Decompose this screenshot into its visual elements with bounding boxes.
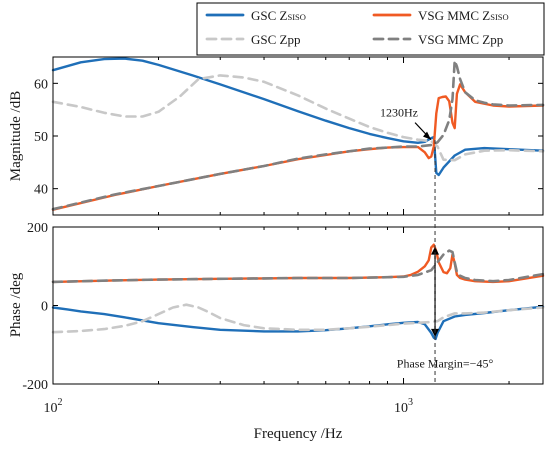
magnitude-y-tick-label: 40 bbox=[34, 183, 48, 198]
phase-margin-arrowhead-up bbox=[431, 246, 440, 255]
magnitude-series-gsc-zpp bbox=[51, 74, 545, 162]
annotation-phase-margin: Phase Margin=−45° bbox=[397, 356, 494, 370]
legend-label: GSC ZSISO bbox=[251, 8, 306, 23]
legend: GSC ZSISO VSG MMC ZSISO GSC Zpp VSG MMC Zpp bbox=[196, 2, 545, 56]
magnitude-series-vsg-mmc-zpp bbox=[51, 59, 545, 211]
phase-panel: Phase Margin=−45° -200 0 200 102 103 Phase … bbox=[8, 221, 545, 442]
phase-series-gsc-z-siso bbox=[51, 305, 545, 341]
magnitude-y-tick-label: 60 bbox=[34, 77, 48, 92]
phase-series-vsg-mmc-zpp bbox=[51, 249, 545, 284]
legend-label: VSG MMC ZSISO bbox=[418, 8, 509, 23]
phase-series-vsg-mmc-z-siso bbox=[51, 243, 545, 284]
x-tick-label: 102 bbox=[44, 397, 63, 416]
annotation-arrowhead bbox=[423, 131, 432, 140]
phase-y-axis-label: Phase /deg bbox=[8, 272, 24, 337]
annotation-1230hz: 1230Hz bbox=[380, 106, 418, 120]
phase-y-tick-label: -200 bbox=[22, 378, 48, 393]
phase-y-tick-label: 0 bbox=[41, 300, 48, 315]
phase-series-gsc-zpp bbox=[51, 303, 545, 334]
phase-y-tick-label: 200 bbox=[27, 221, 48, 236]
magnitude-y-axis-label: Magnitude /dB bbox=[8, 91, 24, 181]
magnitude-panel: 1230Hz 40 50 60 Magnitude /dB bbox=[8, 56, 545, 216]
x-axis-label: Frequency /Hz bbox=[254, 426, 343, 442]
legend-label: GSC Zpp bbox=[251, 32, 300, 47]
magnitude-y-tick-label: 50 bbox=[34, 130, 48, 145]
legend-label: VSG MMC Zpp bbox=[418, 32, 503, 47]
x-tick-label: 103 bbox=[394, 397, 413, 416]
